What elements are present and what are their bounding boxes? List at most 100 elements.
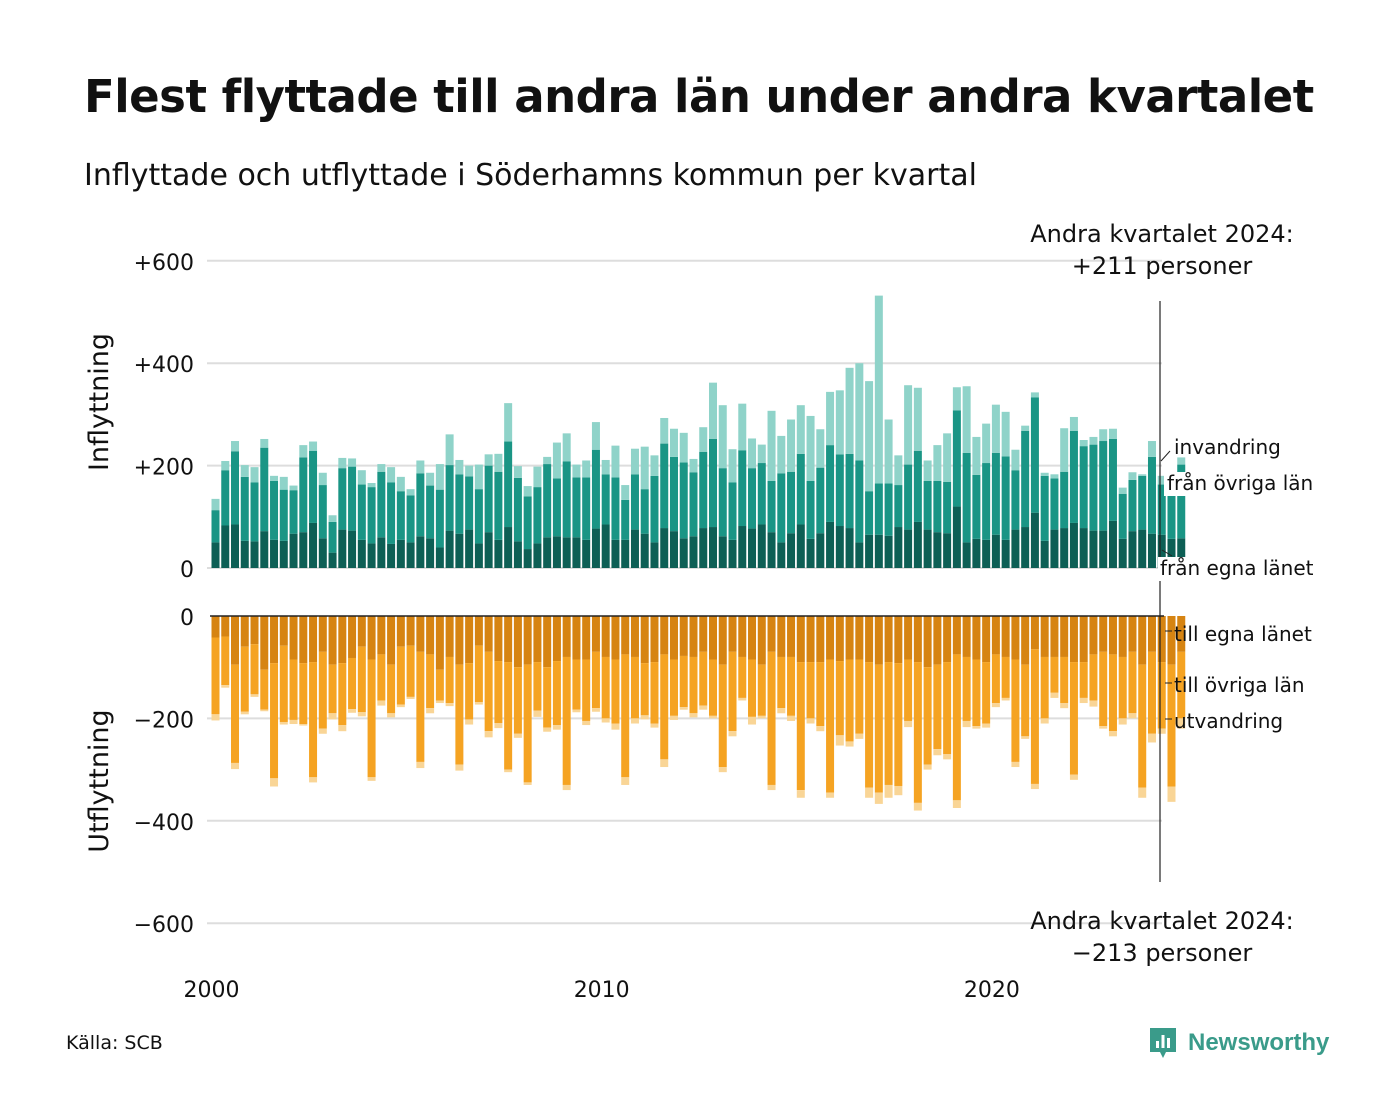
bar-till-egna-lanet — [904, 616, 913, 660]
bar-till-ovriga-lan — [709, 659, 718, 716]
bar-utvandring — [1138, 787, 1147, 798]
bar-till-egna-lanet — [1128, 616, 1137, 652]
bar-utvandring — [835, 735, 844, 746]
bar-fran-ovriga-lan — [1138, 475, 1147, 530]
bar-till-egna-lanet — [611, 616, 620, 660]
bar-fran-egna-lanet — [357, 539, 366, 568]
bar-fran-ovriga-lan — [611, 477, 620, 540]
bar-till-ovriga-lan — [231, 664, 240, 763]
bar-till-egna-lanet — [338, 616, 347, 664]
bar-fran-ovriga-lan — [621, 499, 630, 540]
bar-till-ovriga-lan — [474, 645, 483, 703]
bar-till-ovriga-lan — [757, 664, 766, 716]
bar-utvandring — [582, 720, 591, 726]
bar-till-egna-lanet — [689, 616, 698, 657]
bar-fran-ovriga-lan — [435, 489, 444, 548]
bar-fran-ovriga-lan — [767, 480, 776, 533]
bar-till-egna-lanet — [767, 616, 776, 652]
bar-till-egna-lanet — [318, 616, 327, 652]
bar-fran-egna-lanet — [1030, 512, 1039, 568]
bar-fran-egna-lanet — [699, 528, 708, 568]
bar-fran-egna-lanet — [689, 536, 698, 568]
bar-fran-ovriga-lan — [338, 468, 347, 530]
bar-invandring — [1030, 392, 1039, 398]
bar-till-egna-lanet — [474, 616, 483, 646]
bar-fran-ovriga-lan — [923, 480, 932, 530]
annotation-bottom-line1: Andra kvartalet 2024: — [1030, 907, 1294, 935]
bar-invandring — [289, 485, 298, 491]
bar-fran-ovriga-lan — [1177, 464, 1186, 539]
bar-fran-ovriga-lan — [357, 484, 366, 540]
series-label-till-ovriga-lan: till övriga län — [1174, 673, 1305, 697]
bar-till-ovriga-lan — [640, 663, 649, 716]
bar-till-ovriga-lan — [991, 654, 1000, 704]
bar-invandring — [435, 464, 444, 490]
bar-till-ovriga-lan — [552, 661, 561, 726]
bar-till-egna-lanet — [923, 616, 932, 668]
bar-till-egna-lanet — [991, 616, 1000, 655]
bar-fran-egna-lanet — [377, 537, 386, 568]
bar-fran-ovriga-lan — [1128, 479, 1137, 532]
bar-till-egna-lanet — [299, 616, 308, 664]
bar-fran-ovriga-lan — [416, 473, 425, 537]
bar-fran-egna-lanet — [796, 524, 805, 568]
bar-invandring — [1157, 475, 1166, 485]
bar-fran-egna-lanet — [406, 542, 415, 568]
bar-utvandring — [913, 802, 922, 811]
bar-fran-ovriga-lan — [367, 487, 376, 544]
bar-fran-ovriga-lan — [728, 482, 737, 540]
bar-fran-egna-lanet — [757, 524, 766, 568]
bar-fran-ovriga-lan — [1147, 456, 1156, 534]
bar-fran-egna-lanet — [211, 542, 220, 568]
bar-invandring — [660, 417, 669, 444]
bar-invandring — [591, 422, 600, 450]
bar-utvandring — [260, 709, 269, 712]
bar-utvandring — [738, 697, 747, 701]
bar-fran-egna-lanet — [474, 543, 483, 568]
bar-invandring — [231, 441, 240, 452]
bar-till-egna-lanet — [865, 616, 874, 663]
bar-till-egna-lanet — [845, 616, 854, 660]
bar-fran-ovriga-lan — [894, 485, 903, 528]
bar-till-ovriga-lan — [660, 654, 669, 760]
bar-fran-ovriga-lan — [562, 461, 571, 538]
bar-utvandring — [211, 714, 220, 721]
bar-till-ovriga-lan — [1138, 664, 1147, 788]
bar-invandring — [1011, 449, 1020, 471]
bar-fran-egna-lanet — [982, 539, 991, 568]
bar-till-ovriga-lan — [221, 636, 230, 686]
bar-utvandring — [943, 754, 952, 760]
bar-fran-ovriga-lan — [904, 464, 913, 530]
inflow-bars — [211, 295, 1186, 568]
bar-fran-egna-lanet — [260, 531, 269, 568]
bar-utvandring — [796, 790, 805, 798]
bar-till-egna-lanet — [1050, 616, 1059, 657]
bar-fran-egna-lanet — [991, 534, 1000, 568]
bar-fran-ovriga-lan — [718, 468, 727, 537]
bar-fran-egna-lanet — [669, 531, 678, 568]
bar-utvandring — [250, 694, 259, 697]
bar-utvandring — [1128, 713, 1137, 719]
bar-fran-ovriga-lan — [1040, 475, 1049, 541]
bar-till-egna-lanet — [1079, 616, 1088, 663]
bar-till-ovriga-lan — [260, 669, 269, 710]
label-bg-in-own — [1158, 557, 1308, 581]
bar-fran-ovriga-lan — [787, 471, 796, 534]
bar-invandring — [279, 476, 288, 490]
bar-fran-egna-lanet — [718, 536, 727, 568]
bar-fran-egna-lanet — [728, 539, 737, 568]
bar-invandring — [845, 367, 854, 454]
bar-utvandring — [660, 759, 669, 768]
bar-fran-ovriga-lan — [572, 477, 581, 538]
bar-invandring — [533, 466, 542, 488]
bar-fran-ovriga-lan — [504, 441, 513, 528]
bar-utvandring — [523, 782, 532, 785]
bar-invandring — [1128, 472, 1137, 480]
bar-fran-egna-lanet — [338, 529, 347, 568]
bar-utvandring — [816, 726, 825, 732]
bar-fran-egna-lanet — [835, 526, 844, 568]
bar-utvandring — [757, 715, 766, 719]
bar-fran-egna-lanet — [952, 506, 961, 568]
bar-fran-egna-lanet — [943, 533, 952, 568]
bar-till-egna-lanet — [455, 616, 464, 665]
